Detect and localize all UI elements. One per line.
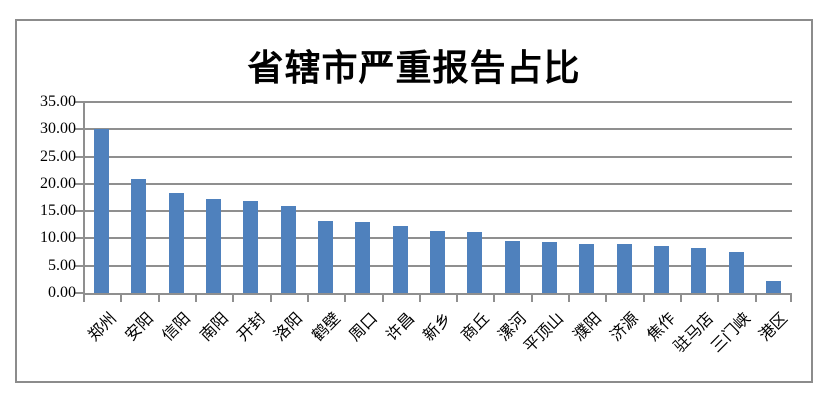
x-axis-tick-16 [680, 293, 683, 302]
y-tick-label-25.00: 25.00 [40, 147, 76, 165]
x-axis-tick-0 [83, 293, 85, 302]
bar-洛阳 [280, 205, 296, 293]
x-axis-tick-12 [530, 293, 533, 302]
x-axis-tick-9 [418, 293, 421, 302]
bar-济源 [616, 243, 632, 293]
bar-三门峡 [728, 251, 744, 293]
bar-许昌 [392, 225, 408, 293]
y-axis-tick-20.00 [75, 182, 83, 185]
x-axis-tick-4 [232, 293, 235, 302]
x-axis-tick-11 [493, 293, 496, 302]
bar-周口 [355, 222, 371, 293]
bar-焦作 [653, 246, 669, 293]
y-axis-tick-0.00 [75, 292, 83, 294]
y-tick-label-0.00: 0.00 [48, 284, 76, 301]
plot-area [75, 101, 792, 302]
bar-平顶山 [541, 241, 557, 293]
x-axis-tick-8 [381, 293, 384, 302]
bar-安阳 [131, 178, 147, 293]
y-axis-tick-15.00 [75, 210, 83, 213]
x-axis-tick-17 [717, 293, 720, 302]
y-tick-label-35.00: 35.00 [40, 93, 76, 110]
bar-濮阳 [579, 243, 595, 293]
y-axis-tick-5.00 [75, 264, 83, 267]
gridline-30 [83, 128, 792, 131]
x-axis-tick-3 [194, 293, 197, 302]
bar-新乡 [430, 230, 445, 293]
y-tick-label-20.00: 20.00 [40, 174, 76, 192]
bar-港区 [765, 280, 781, 293]
x-axis-tick-5 [269, 293, 272, 302]
y-axis-tick-labels: 0.00 5.00 10.00 15.00 20.00 25.00 30.00 35.00 [0, 93, 76, 301]
x-axis-tick-19 [790, 293, 792, 302]
y-axis-tick-25.00 [75, 155, 83, 158]
y-tick-label-5.00: 5.00 [48, 256, 76, 274]
x-axis-tick-7 [344, 293, 347, 302]
x-axis-tick-6 [306, 293, 309, 302]
bar-驻马店 [691, 247, 707, 293]
y-tick-label-15.00: 15.00 [40, 202, 76, 220]
bar-南阳 [206, 198, 222, 293]
bar-漯河 [504, 240, 520, 293]
gridline-15 [83, 210, 792, 213]
chart-title: 省辖市严重报告占比 [247, 48, 581, 88]
gridline-35 [83, 101, 792, 103]
bar-鹤壁 [318, 220, 334, 293]
x-axis-tick-18 [754, 293, 757, 302]
bar-郑州 [94, 129, 110, 293]
y-axis-tick-30.00 [75, 128, 83, 131]
x-axis-tick-2 [157, 293, 160, 302]
x-axis-tick-13 [568, 293, 571, 302]
x-axis-tick-15 [642, 293, 645, 302]
x-axis-tick-1 [120, 293, 123, 302]
x-axis-tick-14 [605, 293, 608, 302]
x-axis-line [83, 293, 792, 295]
y-tick-label-10.00: 10.00 [40, 229, 76, 247]
x-axis-tick-10 [456, 293, 459, 302]
gridline-20 [83, 182, 792, 185]
y-axis-tick-10.00 [75, 237, 83, 240]
y-axis-line [83, 102, 85, 295]
bar-信阳 [168, 192, 184, 293]
bar-开封 [243, 201, 259, 293]
y-axis-tick-35.00 [75, 101, 83, 103]
chart-frame: 省辖市严重报告占比 [15, 19, 813, 383]
gridline-25 [83, 155, 792, 158]
y-tick-label-30.00: 30.00 [40, 120, 76, 138]
bar-商丘 [467, 231, 483, 293]
